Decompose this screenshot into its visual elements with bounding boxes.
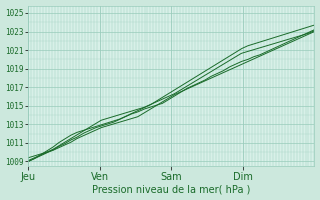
X-axis label: Pression niveau de la mer( hPa ): Pression niveau de la mer( hPa ) — [92, 184, 251, 194]
